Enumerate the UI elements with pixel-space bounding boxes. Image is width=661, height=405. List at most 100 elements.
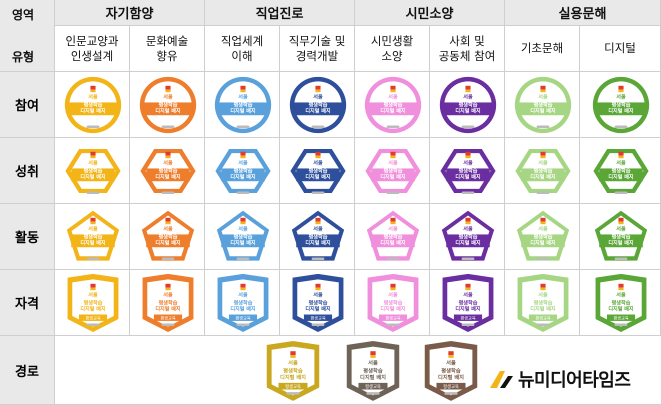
badge-text: 평생학습	[533, 299, 552, 306]
badge-cell	[505, 138, 580, 204]
cert-band	[278, 382, 308, 389]
area-header: 직업진로	[205, 0, 355, 26]
badge-text: 서울	[313, 94, 323, 101]
badge-ribbon	[368, 102, 417, 116]
badge-text: 서울	[238, 292, 248, 299]
cert-band	[436, 382, 466, 389]
badge-cell	[55, 72, 130, 138]
badge-logo-icon	[161, 191, 174, 195]
badge-ribbon	[218, 102, 267, 116]
badge-text: 평생학습	[458, 299, 477, 306]
badge-text: 평생학습	[611, 233, 630, 240]
badge-logo-icon	[286, 391, 300, 395]
emblem-icon	[314, 85, 321, 90]
badge-text: 서울	[463, 226, 473, 233]
badge-text: 서울	[313, 160, 323, 167]
badge-text: 디지털 배지	[230, 108, 256, 115]
emblem-icon	[164, 283, 171, 288]
badge-cell	[430, 270, 505, 336]
badge-text: 서울	[313, 292, 323, 299]
badge-text: 서울	[238, 226, 248, 233]
emblem-icon	[539, 283, 546, 288]
badge-text: 디지털 배지	[230, 240, 256, 247]
badge-text: 평생학습	[83, 299, 102, 306]
badge-ribbon	[70, 168, 115, 182]
cert-band	[528, 314, 557, 321]
badge-text: 디지털 배지	[305, 108, 331, 115]
type-header: 직무기술 및 경력개발	[280, 26, 355, 72]
badge-ribbon	[518, 102, 567, 116]
badge-logo-icon	[536, 125, 549, 129]
type-header: 기초문해	[505, 26, 580, 72]
emblem-base	[314, 221, 321, 225]
badge-text: 평생학습	[158, 101, 177, 108]
badge-text: 평생학습	[363, 366, 383, 374]
badge-text: 평생학습	[158, 167, 177, 174]
badge-logo-icon	[461, 191, 474, 195]
cert-label: 평생교육	[160, 315, 175, 321]
badge-text: 서울	[88, 292, 98, 299]
badge-logo-icon	[311, 257, 324, 261]
emblem-icon	[239, 217, 246, 222]
badge-ribbon	[145, 234, 190, 248]
type-header: 직업세계 이해	[205, 26, 280, 72]
row-label: 활동	[0, 204, 55, 270]
badge-text: 평생학습	[83, 101, 102, 108]
badge-text: 디지털 배지	[438, 372, 464, 380]
cert-band	[228, 314, 257, 321]
emblem-icon	[89, 283, 96, 288]
badge-logo-icon	[236, 191, 249, 195]
badge-logo-icon	[461, 125, 474, 129]
emblem-icon	[164, 151, 171, 156]
emblem-base	[617, 221, 624, 225]
badge-text: 평생학습	[233, 167, 252, 174]
badge-text: 서울	[163, 94, 173, 101]
emblem-icon	[239, 151, 246, 156]
badge-logo-icon	[236, 257, 249, 261]
emblem-icon	[464, 283, 471, 288]
emblem-base	[89, 155, 96, 159]
badge-text: 서울	[238, 160, 248, 167]
emblem-icon	[539, 85, 546, 90]
badge-text: 디지털 배지	[80, 108, 106, 115]
badge-text: 서울	[163, 226, 173, 233]
badge-logo-icon	[536, 323, 549, 327]
badge-ribbon	[68, 102, 117, 116]
badge-text: 서울	[238, 94, 248, 101]
badge-text: 평생학습	[611, 299, 630, 306]
badge-text: 디지털 배지	[530, 240, 556, 247]
badge-cell	[280, 204, 355, 270]
badge-text: 평생학습	[458, 233, 477, 240]
badge-text: 서울	[463, 292, 473, 299]
badge-text: 평생학습	[308, 233, 327, 240]
badge-ribbon	[370, 168, 415, 182]
badge-ribbon	[143, 102, 192, 116]
badge-text: 평생학습	[83, 167, 102, 174]
badge-text: 서울	[538, 226, 548, 233]
badge-cell	[505, 72, 580, 138]
corner-cell: 영역 유형	[0, 0, 55, 72]
badge-logo-icon	[386, 257, 399, 261]
badge-text: 서울	[388, 292, 398, 299]
badge-text: 서울	[616, 160, 626, 167]
badge-text: 디지털 배지	[608, 108, 634, 115]
badge-logo-icon	[236, 323, 249, 327]
emblem-icon	[89, 217, 96, 222]
cert-label: 평생교육	[285, 383, 301, 390]
badge-cell	[205, 270, 280, 336]
badge-cell	[130, 204, 205, 270]
emblem-icon	[617, 85, 624, 90]
